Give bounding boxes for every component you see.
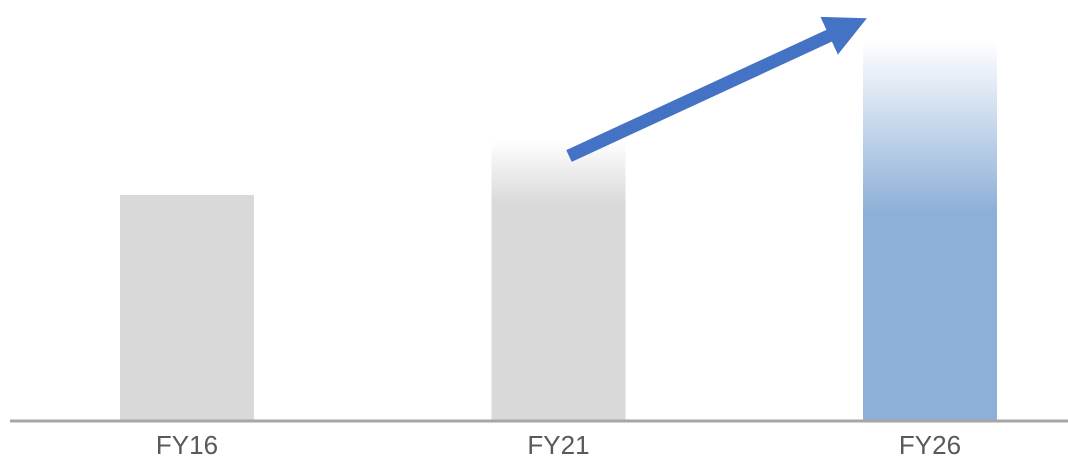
bar: [491, 140, 626, 420]
x-tick-label: FY16: [156, 430, 218, 460]
trend-arrow: [566, 16, 867, 162]
bar: [120, 195, 254, 420]
x-tick-label: FY21: [527, 430, 589, 460]
bar: [863, 40, 997, 420]
bars: [120, 40, 997, 420]
x-tick-label: FY26: [899, 430, 961, 460]
